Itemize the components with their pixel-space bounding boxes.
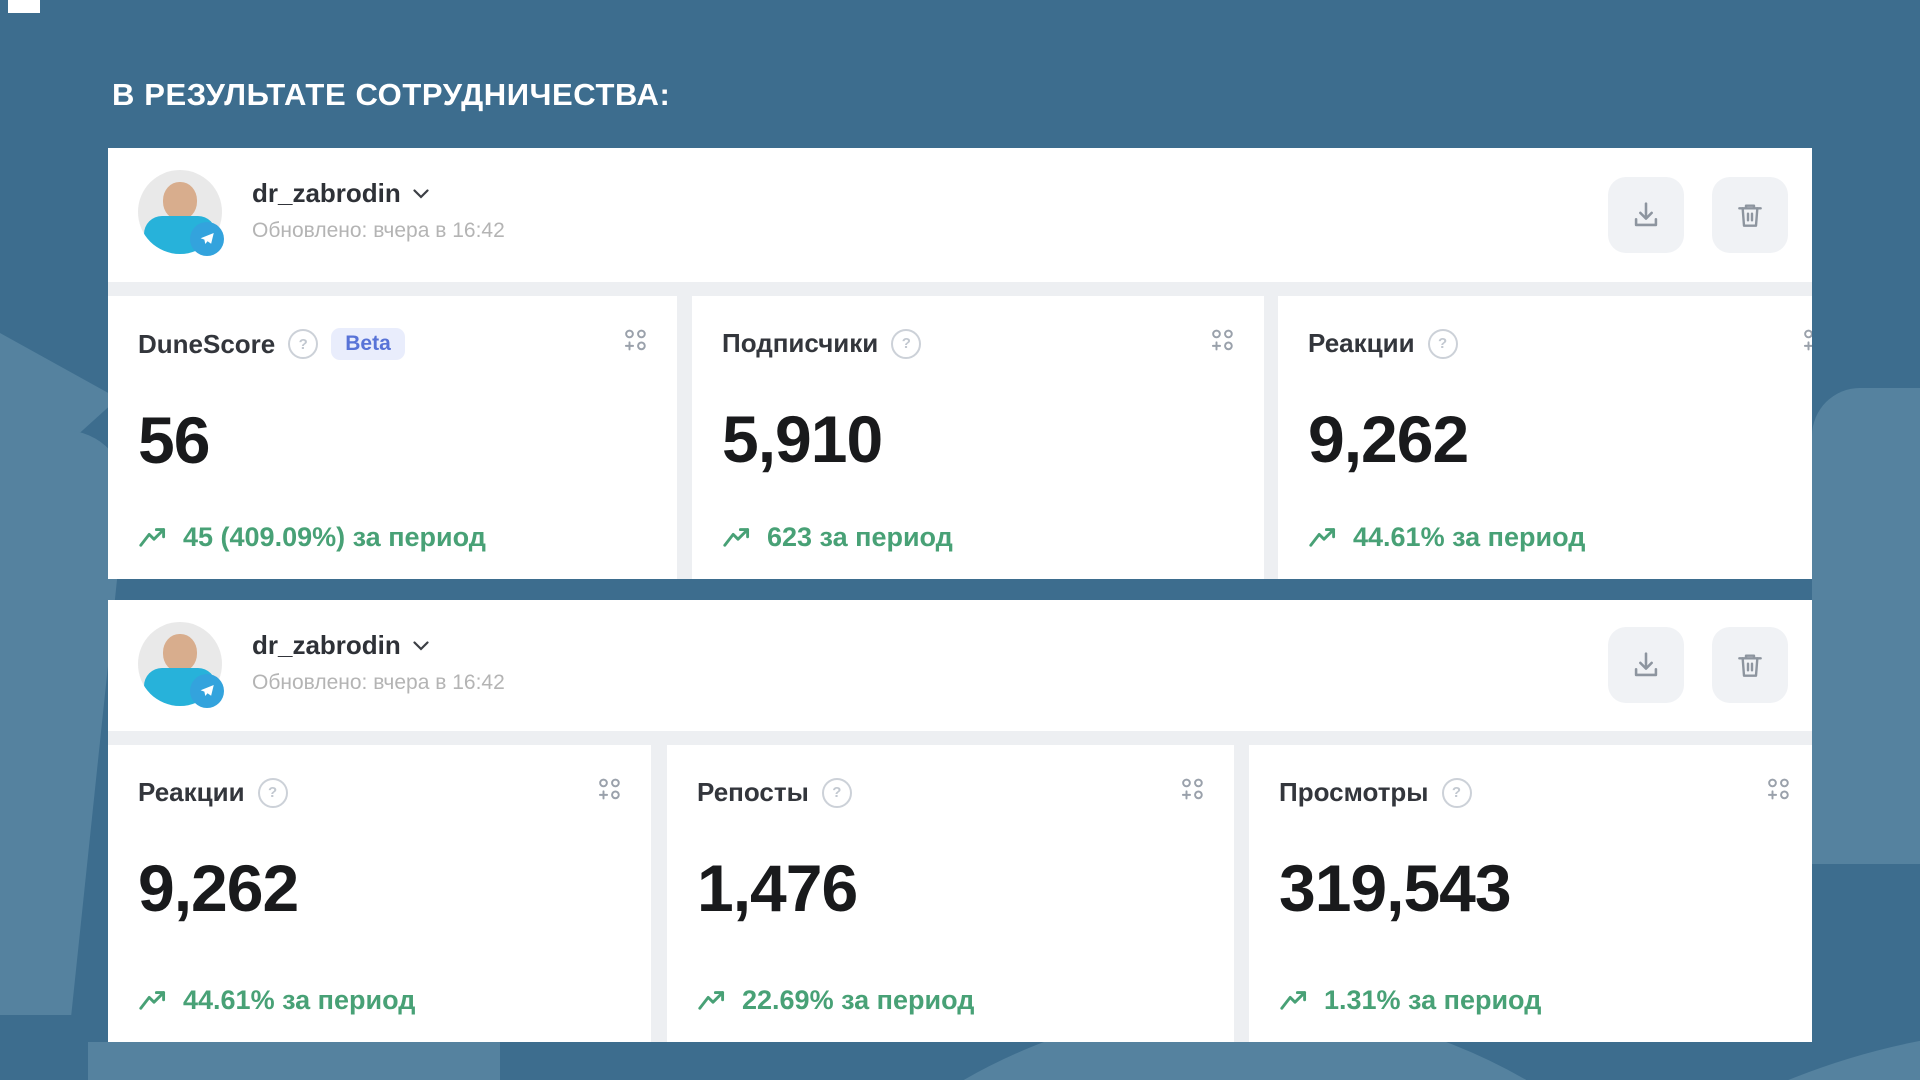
trash-icon (1738, 654, 1762, 677)
metric-title: Реакции (1308, 328, 1415, 358)
beta-badge: Beta (331, 328, 405, 360)
metric-card: Репосты ? 1,476 22.69% за период (667, 745, 1234, 1042)
metric-trend: 1.31% за период (1279, 985, 1541, 1016)
trend-up-icon (139, 990, 166, 1010)
metric-card: Реакции ? 9,262 44.61% за период (1278, 296, 1812, 579)
widget-dots-icon[interactable] (597, 777, 623, 803)
background-decoration (8, 0, 40, 13)
metric-title: Реакции (138, 777, 245, 807)
trend-up-icon (139, 527, 166, 547)
metric-trend: 22.69% за период (697, 985, 974, 1016)
last-updated: Обновлено: вчера в 16:42 (252, 219, 505, 242)
metric-card: Просмотры ? 319,543 1.31% за период (1249, 745, 1812, 1042)
metric-card: Подписчики ? 5,910 623 за период (692, 296, 1264, 579)
delete-button[interactable] (1712, 627, 1788, 703)
download-icon (1634, 652, 1658, 677)
trend-up-icon (723, 527, 750, 547)
metric-trend: 45 (409.09%) за период (138, 522, 486, 553)
download-button[interactable] (1608, 627, 1684, 703)
metric-trend: 44.61% за период (1308, 522, 1585, 553)
metric-title: Просмотры (1279, 777, 1429, 807)
download-icon (1634, 202, 1658, 227)
download-button[interactable] (1608, 177, 1684, 253)
question-icon[interactable]: ? (257, 777, 288, 808)
metric-value: 9,262 (1308, 402, 1469, 476)
metric-card: Реакции ? 9,262 44.61% за период (108, 745, 651, 1042)
last-updated: Обновлено: вчера в 16:42 (252, 671, 505, 694)
question-icon[interactable]: ? (821, 777, 852, 808)
metric-title: DuneScore (138, 328, 276, 359)
widget-dots-icon[interactable] (1802, 328, 1812, 354)
question-icon[interactable]: ? (1427, 328, 1458, 359)
page-title: В РЕЗУЛЬТАТЕ СОТРУДНИЧЕСТВА: (112, 76, 671, 112)
metric-title: Подписчики (722, 328, 879, 358)
channel-username: dr_zabrodin (252, 178, 401, 208)
widget-dots-icon[interactable] (1766, 777, 1792, 803)
question-icon[interactable]: ? (891, 328, 922, 359)
avatar (138, 622, 222, 706)
analytics-panel: dr_zabrodin Обновлено: вчера в 16:42 Реа… (108, 600, 1812, 1042)
widget-dots-icon[interactable] (1210, 328, 1236, 354)
channel-selector[interactable]: dr_zabrodin Обновлено: вчера в 16:42 (252, 630, 505, 695)
channel-selector[interactable]: dr_zabrodin Обновлено: вчера в 16:42 (252, 178, 505, 243)
widget-dots-icon[interactable] (623, 328, 649, 354)
trend-up-icon (1309, 527, 1336, 547)
question-icon[interactable]: ? (1441, 777, 1472, 808)
telegram-icon (190, 674, 224, 708)
metric-card: DuneScore ? Beta 56 45 (409.09%) за пери… (108, 296, 677, 579)
analytics-panel: dr_zabrodin Обновлено: вчера в 16:42 Dun… (108, 148, 1812, 579)
metric-trend: 623 за период (722, 522, 953, 553)
panel-header: dr_zabrodin Обновлено: вчера в 16:42 (108, 148, 1812, 282)
trend-up-icon (698, 990, 725, 1010)
channel-username: dr_zabrodin (252, 630, 401, 660)
metric-value: 319,543 (1279, 851, 1512, 925)
widget-dots-icon[interactable] (1180, 777, 1206, 803)
telegram-icon (190, 222, 224, 256)
metric-title: Репосты (697, 777, 809, 807)
trash-icon (1738, 204, 1762, 227)
metric-value: 56 (138, 403, 210, 477)
question-icon[interactable]: ? (288, 329, 319, 359)
background-decoration (1812, 388, 1920, 864)
metric-value: 5,910 (722, 402, 883, 476)
delete-button[interactable] (1712, 177, 1788, 253)
background-decoration (88, 1042, 500, 1080)
metric-trend: 44.61% за период (138, 985, 415, 1016)
chevron-down-icon (413, 188, 429, 199)
metric-value: 9,262 (138, 851, 299, 925)
trend-up-icon (1280, 990, 1307, 1010)
chevron-down-icon (413, 640, 429, 651)
panel-header: dr_zabrodin Обновлено: вчера в 16:42 (108, 600, 1812, 731)
metric-value: 1,476 (697, 851, 858, 925)
